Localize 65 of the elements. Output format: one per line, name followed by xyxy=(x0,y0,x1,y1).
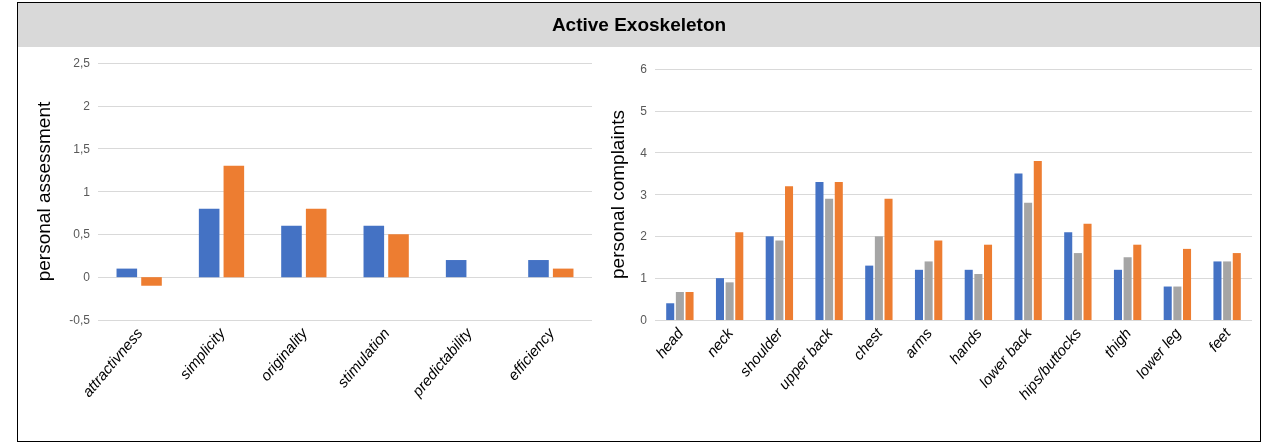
y-tick-label: -0,5 xyxy=(69,313,91,327)
bar xyxy=(1183,248,1192,320)
bar xyxy=(815,181,824,320)
bar xyxy=(725,282,734,320)
bar xyxy=(1173,286,1182,320)
bar xyxy=(445,260,467,278)
bar xyxy=(116,268,138,278)
y-tick-label: 1 xyxy=(640,271,648,286)
y-axis-title: personal assessment xyxy=(33,101,54,282)
bar xyxy=(834,181,843,320)
bar xyxy=(281,225,302,278)
bar xyxy=(735,232,744,320)
y-tick-label: 6 xyxy=(640,62,648,76)
y-tick-label: 2,5 xyxy=(73,56,91,70)
bar xyxy=(1073,253,1082,320)
y-tick-label: 3 xyxy=(640,187,648,202)
y-tick-label: 0 xyxy=(83,270,91,285)
y-axis-title: personal complaints xyxy=(607,110,628,279)
bar xyxy=(552,268,574,278)
y-tick-label: 1 xyxy=(83,184,91,199)
bar xyxy=(785,186,794,320)
bar xyxy=(666,303,675,320)
bar xyxy=(1223,261,1232,320)
bar xyxy=(964,269,973,320)
bar xyxy=(1083,223,1092,320)
y-tick-label: 4 xyxy=(640,145,648,160)
bar xyxy=(884,198,893,320)
bar xyxy=(1163,286,1172,320)
bar xyxy=(715,278,724,320)
y-tick-label: 0 xyxy=(640,313,648,327)
bar xyxy=(934,240,943,320)
bar xyxy=(685,291,694,320)
bar xyxy=(765,236,774,320)
bar xyxy=(1232,253,1241,320)
bar xyxy=(305,208,327,278)
bar xyxy=(1113,269,1122,320)
bar xyxy=(198,208,220,278)
bar xyxy=(914,269,923,320)
bar xyxy=(1133,244,1142,320)
bar xyxy=(1033,161,1042,320)
bar xyxy=(1213,261,1222,320)
bar xyxy=(1024,202,1033,320)
bar xyxy=(825,198,834,320)
bar xyxy=(141,277,162,286)
bar xyxy=(223,165,245,278)
y-tick-label: 1,5 xyxy=(73,141,91,156)
text: Active Exoskeleton xyxy=(18,3,1260,47)
bar xyxy=(775,240,784,320)
bar xyxy=(1014,173,1023,320)
bar xyxy=(528,260,549,278)
bar xyxy=(388,234,409,278)
bar xyxy=(1064,232,1073,320)
bar xyxy=(1123,257,1132,320)
bar xyxy=(874,236,883,320)
bar xyxy=(363,225,385,278)
bar xyxy=(984,244,993,320)
y-tick-label: 0,5 xyxy=(73,227,91,242)
bar xyxy=(675,291,684,320)
bar xyxy=(924,261,933,320)
y-tick-label: 2 xyxy=(83,98,91,113)
x-tick-label: feet xyxy=(1204,323,1235,355)
y-tick-label: 2 xyxy=(640,229,648,244)
bar xyxy=(865,265,874,320)
y-tick-label: 5 xyxy=(640,103,648,118)
bar xyxy=(974,273,983,320)
